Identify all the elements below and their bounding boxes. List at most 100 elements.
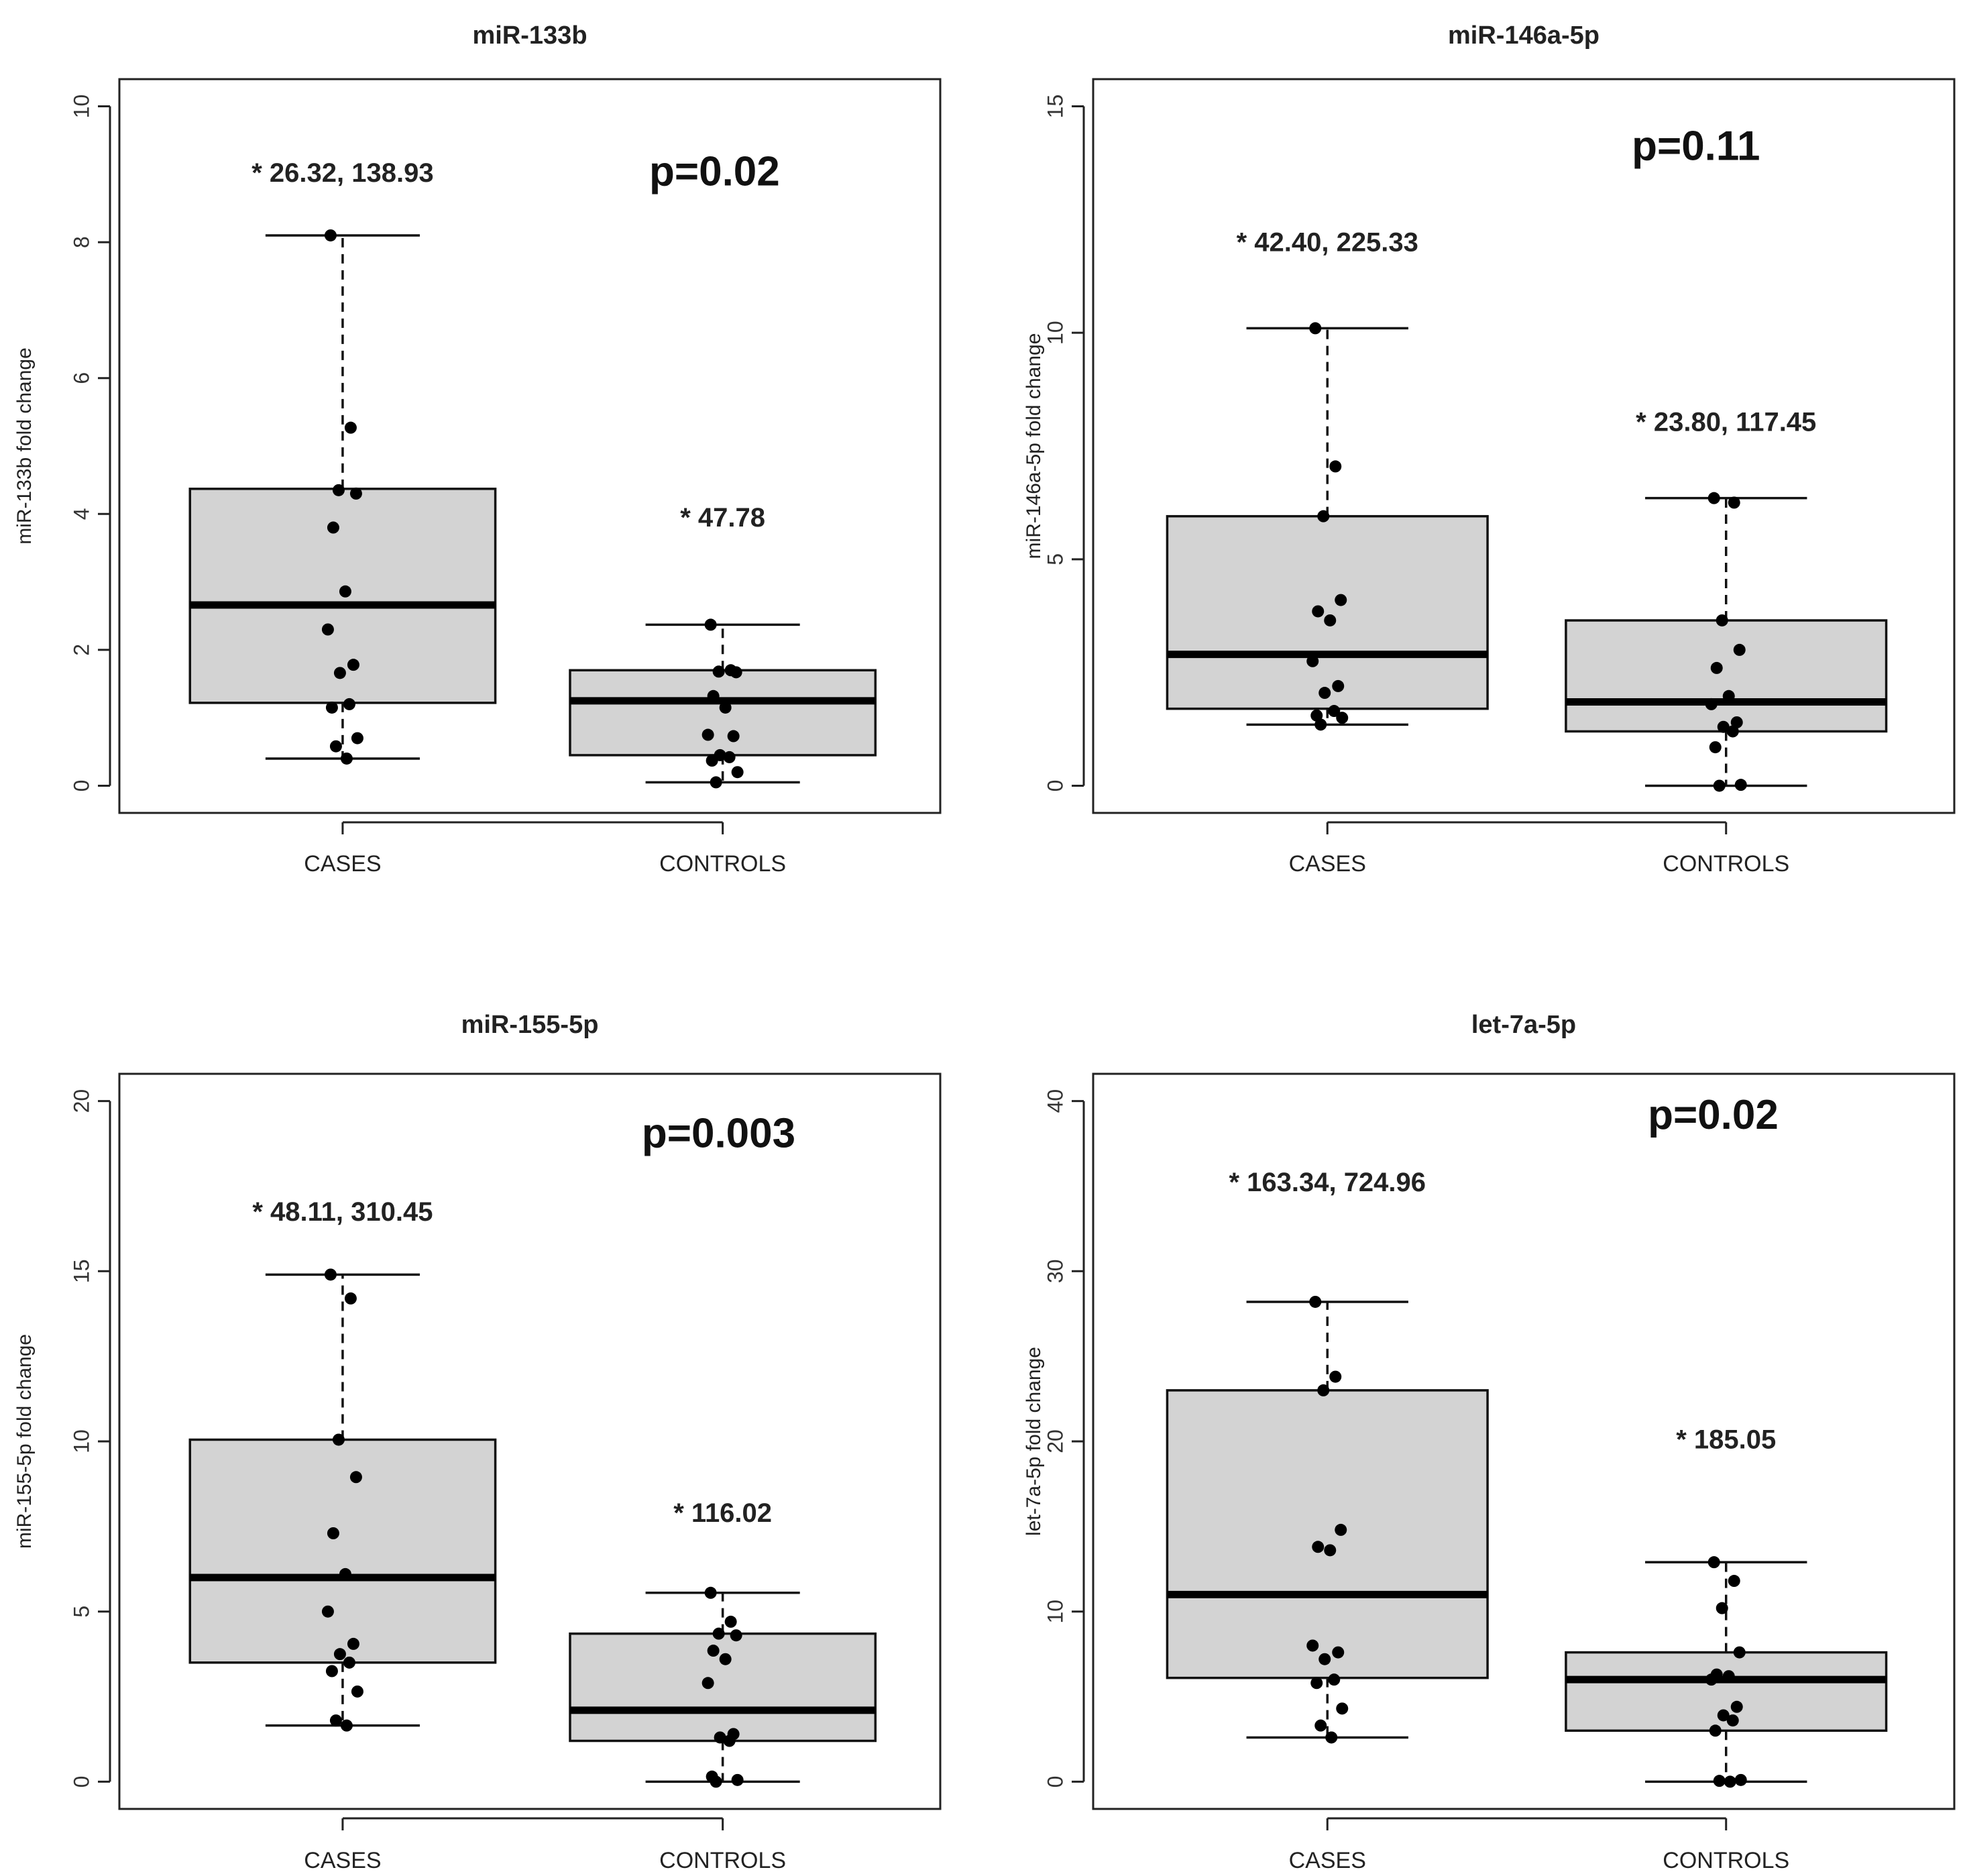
data-point — [1317, 510, 1330, 522]
box-annotation: * 47.78 — [680, 503, 765, 533]
x-tick-label: CASES — [1289, 851, 1366, 877]
y-tick-label: 10 — [1043, 1600, 1067, 1624]
box-cases: * 48.11, 310.45 — [188, 1197, 497, 1732]
box-annotation: * 163.34, 724.96 — [1229, 1168, 1426, 1197]
data-point — [321, 1605, 334, 1618]
data-point — [351, 1685, 363, 1698]
data-point — [1730, 1700, 1743, 1713]
data-point — [1724, 1775, 1736, 1788]
data-point — [1328, 705, 1341, 718]
data-point — [1312, 605, 1325, 618]
box-cases: * 26.32, 138.93 — [188, 158, 497, 765]
data-point — [343, 698, 355, 710]
plot-frame — [118, 1072, 942, 1810]
data-point — [1336, 712, 1349, 724]
data-point — [1310, 1677, 1323, 1690]
data-point — [340, 1719, 353, 1732]
data-point — [1306, 655, 1319, 667]
chart-title: miR-146a-5p — [1448, 21, 1599, 50]
y-axis-label: miR-155-5p fold change — [13, 1334, 36, 1549]
data-point — [701, 728, 714, 741]
data-point — [712, 1627, 725, 1640]
data-point — [332, 1433, 345, 1446]
y-tick-label: 0 — [69, 1776, 93, 1788]
data-point — [1728, 496, 1740, 509]
data-point — [324, 229, 337, 241]
data-point — [1314, 1719, 1327, 1732]
data-point — [1707, 492, 1720, 504]
data-point — [1329, 460, 1342, 473]
data-point — [1713, 1775, 1726, 1787]
box-annotation: * 185.05 — [1676, 1425, 1776, 1455]
data-point — [1710, 661, 1723, 674]
data-point — [1722, 1670, 1735, 1683]
data-point — [347, 1637, 359, 1650]
data-point — [1312, 1541, 1325, 1553]
box-annotation: * 42.40, 225.33 — [1237, 228, 1418, 258]
data-point — [349, 1471, 362, 1484]
y-tick-label: 30 — [1043, 1259, 1067, 1283]
x-tick-label: CONTROLS — [659, 1848, 786, 1873]
data-point — [1726, 1714, 1739, 1727]
data-point — [351, 732, 363, 744]
data-point — [1716, 1602, 1728, 1614]
p-value-label: p=0.11 — [1632, 123, 1760, 169]
y-tick-label: 6 — [69, 372, 93, 384]
plot-frame — [1092, 78, 1956, 814]
data-point — [1717, 1709, 1730, 1722]
plot-frame — [1092, 1072, 1956, 1810]
y-tick-label: 2 — [69, 644, 93, 656]
x-tick-label: CASES — [1289, 1848, 1366, 1873]
y-tick-label: 5 — [1043, 553, 1067, 565]
data-point — [724, 1615, 737, 1628]
box-controls: * 116.02 — [569, 1498, 877, 1788]
data-point — [1335, 1523, 1347, 1536]
y-tick-label: 0 — [1043, 780, 1067, 792]
y-tick-label: 4 — [69, 508, 93, 520]
data-point — [327, 521, 339, 534]
chart-title: miR-133b — [472, 21, 587, 50]
data-point — [1709, 741, 1722, 754]
iqr-box — [1166, 1389, 1489, 1679]
data-point — [707, 689, 720, 702]
box-annotation: * 26.32, 138.93 — [251, 158, 433, 188]
data-point — [1730, 716, 1743, 728]
iqr-box — [1166, 514, 1489, 710]
data-point — [723, 1734, 736, 1747]
data-point — [1734, 779, 1747, 791]
y-tick-label: 0 — [1043, 1776, 1067, 1788]
plot-frame — [118, 78, 942, 814]
data-point — [1716, 614, 1728, 626]
data-point — [1722, 689, 1735, 702]
data-point — [1332, 679, 1345, 692]
x-tick-label: CASES — [304, 1848, 381, 1873]
chart-title: let-7a-5p — [1471, 1011, 1576, 1039]
data-point — [1705, 698, 1718, 710]
box-annotation: * 48.11, 310.45 — [252, 1197, 433, 1227]
data-point — [329, 740, 342, 753]
data-point — [329, 1714, 342, 1727]
data-point — [343, 1656, 355, 1669]
box-cases: * 163.34, 724.96 — [1166, 1168, 1489, 1744]
data-point — [1717, 720, 1730, 733]
data-point — [1318, 1653, 1331, 1665]
data-point — [1325, 1731, 1338, 1744]
data-point — [1707, 1556, 1720, 1569]
data-point — [714, 1731, 726, 1744]
data-point — [730, 666, 742, 679]
data-point — [1309, 322, 1322, 335]
data-point — [1726, 725, 1739, 738]
data-point — [719, 1653, 732, 1665]
data-point — [344, 1292, 357, 1305]
data-point — [1306, 1639, 1319, 1652]
data-point — [1705, 1673, 1718, 1686]
data-point — [710, 1775, 722, 1788]
data-point — [1734, 1773, 1747, 1786]
data-point — [701, 1677, 714, 1690]
data-point — [731, 1773, 744, 1786]
box-controls: * 23.80, 117.45 — [1565, 408, 1888, 792]
box-controls: * 185.05 — [1565, 1425, 1888, 1788]
data-point — [704, 618, 717, 631]
data-point — [727, 730, 740, 742]
data-point — [710, 776, 722, 789]
